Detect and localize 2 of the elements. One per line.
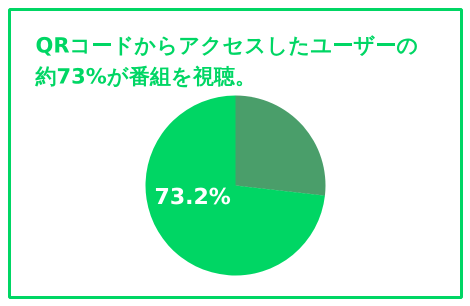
chart-title: QRコードからアクセスしたユーザーの約73%が番組を視聴。 — [34, 34, 419, 88]
data-label: 73.2% — [154, 185, 231, 210]
